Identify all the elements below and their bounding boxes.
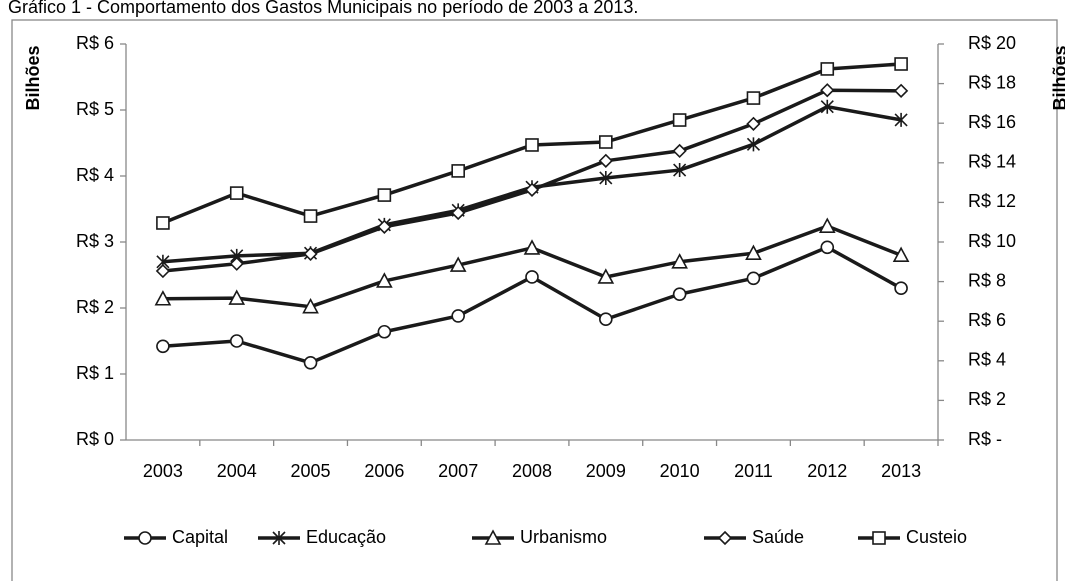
- y-tick-label: R$ 1: [76, 363, 114, 383]
- x-tick-label: 2007: [438, 461, 478, 481]
- marker: [894, 281, 908, 296]
- legend-marker: [717, 530, 733, 546]
- legend-marker: [272, 531, 286, 545]
- marker: [746, 137, 761, 152]
- marker: [746, 91, 761, 105]
- y2-tick-label: R$ 12: [968, 191, 1016, 211]
- marker: [377, 188, 392, 202]
- marker: [820, 240, 835, 255]
- x-tick-label: 2010: [660, 461, 700, 481]
- marker: [671, 253, 688, 269]
- y2-axis-title: Bilhões: [1050, 45, 1065, 110]
- marker: [228, 289, 246, 305]
- x-tick-label: 2013: [881, 461, 921, 481]
- x-tick-label: 2011: [734, 461, 773, 481]
- y2-tick-label: R$ 10: [968, 231, 1016, 251]
- marker: [820, 83, 835, 98]
- marker: [672, 143, 687, 159]
- marker: [892, 246, 910, 262]
- marker: [155, 263, 171, 279]
- marker: [746, 271, 761, 286]
- y-tick-label: R$ 4: [76, 165, 114, 185]
- marker: [893, 83, 909, 98]
- y-tick-label: R$ 3: [76, 231, 114, 251]
- marker: [894, 112, 908, 127]
- x-tick-label: 2009: [586, 461, 626, 481]
- marker: [302, 297, 319, 314]
- marker: [525, 138, 539, 152]
- marker: [451, 309, 465, 323]
- y-axis-title: Bilhões: [23, 45, 43, 110]
- legend-label: Custeio: [906, 527, 967, 547]
- x-tick-label: 2005: [291, 461, 331, 481]
- legend-label: Urbanismo: [520, 527, 607, 547]
- marker: [377, 324, 392, 339]
- y-tick-label: R$ 2: [76, 297, 114, 317]
- x-tick-label: 2006: [364, 461, 404, 481]
- marker: [818, 217, 836, 233]
- marker: [894, 57, 908, 71]
- marker: [303, 246, 318, 262]
- y2-tick-label: R$ 14: [968, 152, 1016, 172]
- chart-frame: [11, 19, 1058, 581]
- marker: [451, 205, 466, 221]
- marker: [451, 164, 465, 178]
- x-tick-label: 2004: [217, 461, 257, 481]
- marker: [376, 272, 393, 288]
- marker: [745, 244, 762, 261]
- marker: [524, 182, 540, 197]
- y2-tick-label: R$ 20: [968, 33, 1016, 53]
- y2-tick-label: R$ 2: [968, 389, 1006, 409]
- marker: [525, 270, 539, 284]
- y-tick-label: R$ 6: [76, 33, 114, 53]
- y2-tick-label: R$ 18: [968, 72, 1016, 92]
- marker: [303, 355, 318, 370]
- marker: [523, 239, 541, 255]
- legend-label: Educação: [306, 527, 386, 547]
- marker: [377, 219, 392, 234]
- x-tick-label: 2008: [512, 461, 552, 481]
- marker: [597, 268, 615, 284]
- legend-marker: [872, 531, 886, 545]
- chart-title: Gráfico 1 - Comportamento dos Gastos Mun…: [8, 0, 638, 17]
- y2-tick-label: R$ 8: [968, 270, 1006, 290]
- marker: [154, 290, 172, 306]
- legend-marker: [138, 531, 152, 545]
- marker: [672, 113, 687, 127]
- y-tick-label: R$ 0: [76, 429, 114, 449]
- marker: [673, 163, 687, 178]
- y2-tick-label: R$ 4: [968, 350, 1006, 370]
- marker: [746, 116, 761, 131]
- marker: [449, 256, 467, 272]
- y2-tick-label: R$ -: [968, 429, 1002, 449]
- marker: [598, 153, 613, 168]
- legend-label: Capital: [172, 527, 228, 547]
- marker: [229, 256, 244, 271]
- marker: [599, 312, 613, 327]
- marker: [820, 99, 834, 114]
- x-tick-label: 2003: [143, 461, 183, 481]
- marker: [303, 209, 318, 223]
- marker: [229, 186, 244, 200]
- x-tick-label: 2012: [807, 461, 847, 481]
- marker: [156, 339, 170, 354]
- legend-marker: [484, 529, 502, 545]
- marker: [229, 334, 244, 348]
- marker: [599, 135, 613, 149]
- legend-label: Saúde: [752, 527, 804, 547]
- marker: [672, 287, 687, 301]
- marker: [820, 62, 835, 76]
- y2-tick-label: R$ 6: [968, 310, 1006, 330]
- marker: [599, 170, 613, 185]
- y2-tick-label: R$ 16: [968, 112, 1016, 132]
- y-tick-label: R$ 5: [76, 99, 114, 119]
- marker: [156, 216, 170, 230]
